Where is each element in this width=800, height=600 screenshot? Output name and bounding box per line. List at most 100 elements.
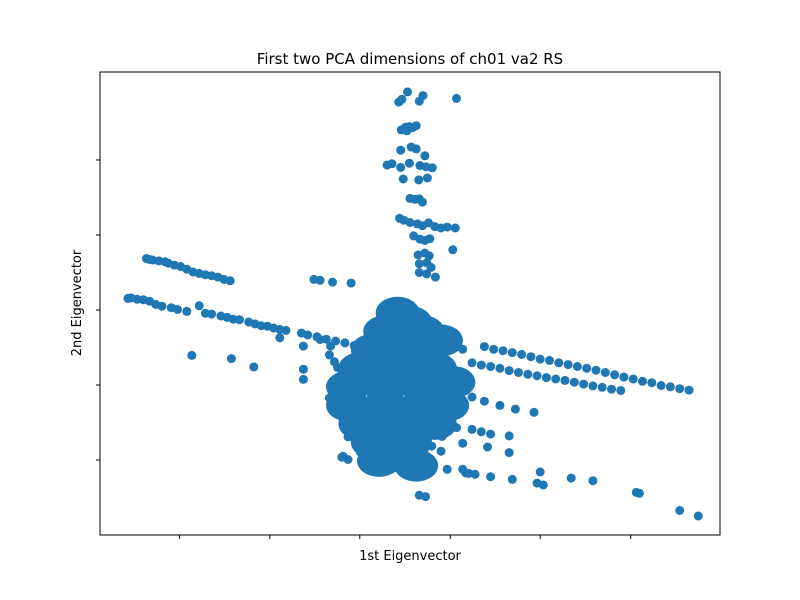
data-point (458, 438, 468, 448)
data-point (187, 350, 197, 360)
data-point (464, 468, 474, 478)
data-point (442, 222, 452, 232)
data-point (693, 511, 703, 521)
data-point (588, 476, 598, 486)
data-point (403, 87, 412, 97)
data-point (324, 350, 334, 360)
data-point (467, 358, 477, 368)
data-point (157, 301, 167, 311)
data-point (616, 386, 626, 395)
data-point (504, 366, 514, 376)
data-point (226, 354, 236, 364)
x-axis-label: 1st Eigenvector (359, 549, 461, 564)
data-point (417, 197, 427, 207)
data-point (656, 381, 666, 390)
data-point (563, 360, 573, 370)
data-point (523, 369, 533, 379)
data-point (421, 492, 430, 502)
data-point (572, 362, 582, 371)
data-point (467, 392, 477, 402)
data-point (303, 330, 313, 340)
data-point (619, 372, 629, 382)
data-point (436, 446, 446, 456)
data-point (634, 488, 644, 498)
data-point (535, 467, 545, 477)
data-point (610, 370, 620, 380)
data-point (411, 121, 421, 131)
data-point-cluster (357, 444, 401, 477)
data-point (448, 245, 458, 255)
data-point (422, 173, 432, 183)
data-point (507, 348, 517, 358)
data-point (414, 259, 424, 269)
data-point (414, 268, 424, 277)
data-point (397, 94, 407, 104)
data-point (442, 464, 452, 474)
data-point (281, 325, 291, 335)
data-point (405, 218, 415, 227)
data-point (337, 452, 347, 462)
plot-frame (99, 71, 721, 536)
data-point (430, 272, 440, 282)
data-point (398, 174, 408, 184)
data-point (665, 382, 675, 392)
data-point (396, 145, 406, 155)
data-point (600, 368, 610, 377)
data-point (426, 262, 436, 272)
data-point (597, 382, 607, 392)
data-point (628, 374, 638, 384)
data-point (328, 277, 337, 287)
data-point (483, 442, 492, 452)
data-point (486, 362, 496, 371)
data-point (298, 374, 308, 384)
data-point (402, 126, 412, 136)
data-point (427, 163, 437, 173)
data-point (579, 379, 589, 389)
data-point (647, 378, 657, 388)
data-point (486, 429, 496, 439)
data-point (517, 349, 527, 359)
data-point (476, 360, 486, 370)
data-point (315, 335, 325, 345)
data-point (425, 234, 435, 244)
data-point (173, 305, 182, 314)
data-point (452, 93, 461, 103)
data-point (486, 472, 496, 482)
data-point (684, 385, 694, 395)
data-point (298, 341, 308, 351)
chart-title: First two PCA dimensions of ch01 va2 RS (257, 50, 563, 68)
data-point (450, 223, 460, 233)
data-point (560, 375, 570, 385)
data-point (607, 384, 616, 394)
data-point (235, 315, 244, 325)
y-axis-label: 2nd Eigenvector (70, 249, 85, 356)
data-point (476, 427, 486, 437)
data-point (467, 424, 477, 434)
data-point (326, 341, 336, 351)
data-point (532, 371, 542, 381)
data-point (404, 158, 414, 168)
data-point (526, 352, 536, 362)
data-point (315, 275, 325, 285)
data-point (418, 91, 428, 101)
data-point (566, 473, 576, 483)
data-point (413, 250, 423, 260)
data-point (514, 368, 523, 377)
data-point (507, 474, 517, 484)
data-point-cluster (419, 324, 463, 357)
plot-area (123, 87, 703, 521)
data-point (545, 355, 554, 365)
data-point (591, 365, 601, 375)
data-point (207, 309, 217, 319)
data-point (396, 162, 406, 172)
data-point (298, 364, 308, 374)
data-point (479, 396, 489, 406)
data-point (551, 374, 561, 384)
data-point (554, 358, 564, 368)
data-point (588, 381, 598, 391)
data-point (569, 377, 579, 387)
data-point (495, 400, 505, 410)
data-point (675, 506, 685, 515)
data-point (420, 151, 430, 161)
data-point (529, 407, 539, 417)
